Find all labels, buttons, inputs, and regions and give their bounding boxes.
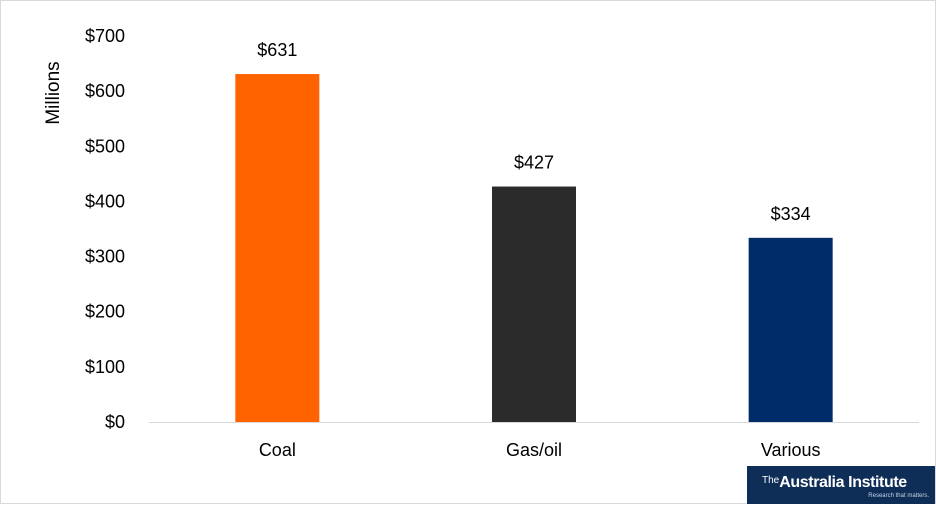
y-tick-label: $700: [85, 26, 125, 46]
bar-gas-oil: [492, 186, 576, 422]
bars: [235, 74, 833, 422]
x-tick-label: Various: [761, 440, 821, 460]
data-label: $334: [771, 204, 811, 224]
data-label: $631: [257, 40, 297, 60]
y-tick-label: $600: [85, 81, 125, 101]
logo-tagline: Research that matters.: [868, 493, 929, 499]
bar-coal: [235, 74, 320, 422]
bar-various: [748, 237, 833, 422]
logo-wordmark: TheAustralia Institute: [762, 472, 907, 492]
data-label: $427: [514, 153, 554, 173]
x-tick-label: Gas/oil: [506, 440, 562, 460]
y-tick-label: $400: [85, 191, 125, 211]
x-axis-ticks: Coal Gas/oil Various: [259, 440, 821, 460]
logo-prefix: The: [762, 475, 780, 486]
logo-name: Australia Institute: [779, 474, 907, 491]
y-axis-title: Millions: [43, 61, 64, 124]
y-tick-label: $300: [85, 247, 125, 267]
y-axis-ticks: $0 $100 $200 $300 $400 $500 $600 $700: [85, 26, 125, 432]
data-labels: $631 $427 $334: [257, 40, 810, 224]
x-tick-label: Coal: [259, 440, 296, 460]
y-tick-label: $200: [85, 302, 125, 322]
australia-institute-logo: TheAustralia Institute Research that mat…: [747, 466, 935, 504]
y-tick-label: $500: [85, 136, 125, 156]
y-tick-label: $0: [105, 412, 125, 432]
y-tick-label: $100: [85, 357, 125, 377]
